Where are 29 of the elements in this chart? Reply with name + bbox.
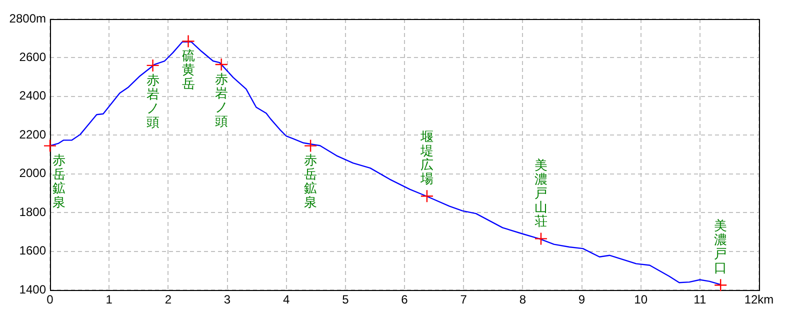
x-tick-label: 10 xyxy=(634,292,648,307)
x-tick-label: 4 xyxy=(282,292,290,307)
y-tick-label: 1400 xyxy=(19,282,46,296)
x-tick-label: 8 xyxy=(519,292,526,307)
annotation: 堰堤広場 xyxy=(419,130,434,187)
annotation: 赤岳鉱泉 xyxy=(304,154,318,211)
annotation: 赤岳鉱泉 xyxy=(52,154,66,211)
y-tick-label: 1600 xyxy=(19,244,46,258)
annotation: 赤岩ノ頭 xyxy=(214,72,228,130)
x-tick-label: 9 xyxy=(578,292,586,307)
x-tick-label: 1 xyxy=(106,292,113,307)
x-tick-label: 7 xyxy=(460,292,468,307)
y-tick-label: 2200 xyxy=(19,127,46,142)
x-tick-label: 12km xyxy=(744,292,774,307)
x-tick-label: 0 xyxy=(46,292,54,307)
annotation: 美濃戸口 xyxy=(714,218,728,276)
x-tick-label: 6 xyxy=(401,292,408,307)
y-tick-label: 2400 xyxy=(19,88,46,103)
annotation: 美濃戸山荘 xyxy=(534,158,548,230)
x-tick-label: 11 xyxy=(694,292,706,307)
y-tick-label: 2600 xyxy=(19,50,46,64)
y-tick-label: 2000 xyxy=(19,166,46,180)
annotation: 赤岩ノ頭 xyxy=(146,73,160,130)
annotation: 硫黄岳 xyxy=(182,49,195,92)
x-tick-label: 2 xyxy=(164,292,172,307)
y-tick-label: 1800 xyxy=(19,204,46,219)
x-tick-label: 3 xyxy=(224,292,231,307)
x-tick-label: 5 xyxy=(342,292,350,307)
y-tick-label: 2800m xyxy=(9,11,46,26)
